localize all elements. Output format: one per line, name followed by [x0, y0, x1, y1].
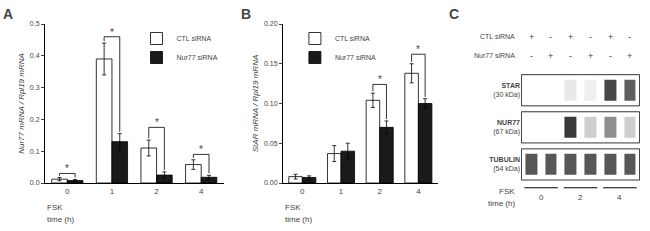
svg-text:time (h): time (h) — [47, 215, 74, 224]
svg-text:time (h): time (h) — [488, 199, 515, 208]
svg-text:+: + — [548, 51, 553, 61]
svg-text:+: + — [608, 32, 613, 42]
svg-text:0.20: 0.20 — [264, 20, 278, 27]
svg-text:0.3: 0.3 — [30, 84, 40, 91]
svg-text:2: 2 — [377, 187, 382, 196]
svg-text:CTL siRNA: CTL siRNA — [480, 33, 515, 40]
svg-text:FSK: FSK — [285, 203, 301, 212]
svg-text:time (h): time (h) — [285, 215, 312, 224]
svg-text:-: - — [569, 51, 572, 61]
svg-text:CTL siRNA: CTL siRNA — [177, 35, 212, 42]
svg-text:4: 4 — [199, 187, 204, 196]
svg-text:-: - — [589, 32, 592, 42]
svg-text:0: 0 — [65, 187, 70, 196]
svg-text:-: - — [530, 51, 533, 61]
svg-text:0.0: 0.0 — [30, 179, 40, 186]
svg-text:B: B — [241, 6, 251, 22]
svg-text:CTL siRNA: CTL siRNA — [335, 35, 370, 42]
svg-text:TUBULIN(54 kDa): TUBULIN(54 kDa) — [489, 156, 520, 173]
svg-text:2: 2 — [578, 193, 583, 202]
svg-text:+: + — [568, 32, 573, 42]
svg-text:2: 2 — [154, 187, 159, 196]
svg-text:-: - — [628, 32, 631, 42]
svg-text:4: 4 — [416, 187, 421, 196]
svg-text:0: 0 — [539, 193, 544, 202]
svg-text:+: + — [627, 51, 632, 61]
svg-text:A: A — [3, 6, 13, 22]
svg-text:+: + — [529, 32, 534, 42]
svg-text:StAR mRNA / Rpl19 mRNA: StAR mRNA / Rpl19 mRNA — [251, 55, 260, 153]
svg-text:0.05: 0.05 — [264, 140, 278, 147]
svg-text:4: 4 — [617, 193, 622, 202]
svg-text:Nur77 siRNA: Nur77 siRNA — [177, 54, 218, 61]
svg-text:Nur77 siRNA: Nur77 siRNA — [335, 54, 376, 61]
svg-text:0.2: 0.2 — [30, 116, 40, 123]
svg-text:*: * — [65, 163, 69, 174]
svg-text:-: - — [549, 32, 552, 42]
svg-text:Nur77 siRNA: Nur77 siRNA — [474, 52, 515, 59]
svg-text:1: 1 — [339, 187, 344, 196]
svg-text:C: C — [449, 6, 459, 22]
svg-text:+: + — [588, 51, 593, 61]
svg-text:*: * — [110, 27, 114, 38]
svg-text:0.15: 0.15 — [264, 60, 278, 67]
svg-text:STAR(30 kDa): STAR(30 kDa) — [493, 82, 520, 99]
svg-text:0: 0 — [300, 187, 305, 196]
svg-text:0.10: 0.10 — [264, 100, 278, 107]
svg-text:0.4: 0.4 — [30, 52, 40, 59]
svg-text:-: - — [609, 51, 612, 61]
svg-text:FSK: FSK — [499, 187, 515, 196]
svg-text:*: * — [378, 74, 382, 85]
svg-text:0.5: 0.5 — [30, 20, 40, 27]
svg-text:0.1: 0.1 — [30, 148, 40, 155]
svg-text:1: 1 — [110, 187, 115, 196]
svg-text:*: * — [155, 117, 159, 128]
svg-text:NUR77(67 kDa): NUR77(67 kDa) — [493, 119, 520, 136]
svg-text:*: * — [199, 144, 203, 155]
svg-text:0.00: 0.00 — [264, 179, 278, 186]
svg-text:Nur77 mRNA / Rpl19 mRNA: Nur77 mRNA / Rpl19 mRNA — [17, 53, 26, 154]
svg-text:*: * — [416, 44, 420, 55]
svg-text:FSK: FSK — [47, 203, 63, 212]
